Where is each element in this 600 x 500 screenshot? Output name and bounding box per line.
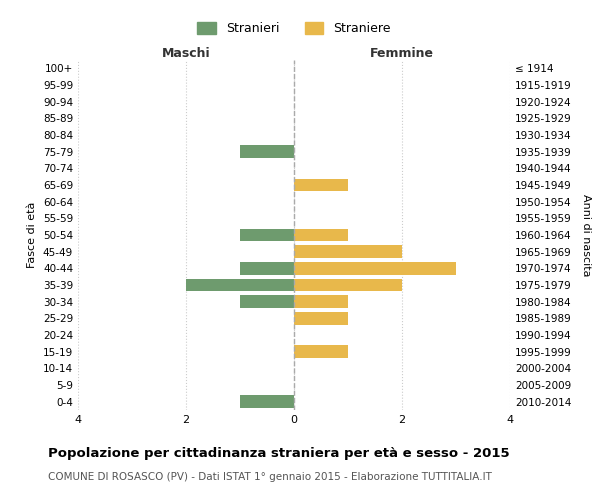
Bar — [240, 296, 294, 308]
Y-axis label: Anni di nascita: Anni di nascita — [581, 194, 591, 276]
Bar — [294, 312, 348, 324]
Bar — [294, 178, 348, 191]
Bar — [240, 146, 294, 158]
Bar — [240, 396, 294, 408]
Bar — [294, 246, 402, 258]
Bar — [240, 262, 294, 274]
Bar — [294, 278, 402, 291]
Text: Maschi: Maschi — [161, 47, 211, 60]
Text: Femmine: Femmine — [370, 47, 434, 60]
Bar — [186, 278, 294, 291]
Bar — [240, 228, 294, 241]
Text: Popolazione per cittadinanza straniera per età e sesso - 2015: Popolazione per cittadinanza straniera p… — [48, 448, 509, 460]
Bar — [294, 346, 348, 358]
Bar — [294, 296, 348, 308]
Bar — [294, 262, 456, 274]
Y-axis label: Fasce di età: Fasce di età — [28, 202, 37, 268]
Legend: Stranieri, Straniere: Stranieri, Straniere — [192, 17, 396, 40]
Bar — [294, 228, 348, 241]
Text: COMUNE DI ROSASCO (PV) - Dati ISTAT 1° gennaio 2015 - Elaborazione TUTTITALIA.IT: COMUNE DI ROSASCO (PV) - Dati ISTAT 1° g… — [48, 472, 492, 482]
